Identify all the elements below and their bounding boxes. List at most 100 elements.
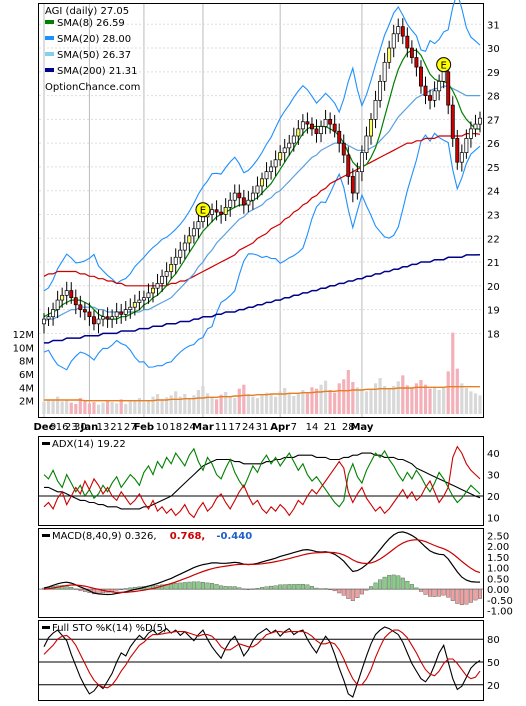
price-tick-label: 24 xyxy=(487,187,500,198)
macd-histogram-bar xyxy=(287,584,292,590)
macd-histogram-bar xyxy=(446,588,451,598)
volume-bar xyxy=(437,390,441,414)
volume-bar xyxy=(292,396,296,414)
price-tick-label: 22 xyxy=(487,234,500,245)
macd-histogram-bar xyxy=(191,581,196,590)
volume-bar xyxy=(187,398,191,414)
volume-bar xyxy=(301,390,305,414)
axis-labels-layer: 18 19 20 21 22 23 24 25 26 27 28 29 30 31 2M 4M 6M 8M 10M 1… xyxy=(13,20,513,692)
macd-histogram-bar xyxy=(418,588,423,592)
x-axis-label: 16 xyxy=(56,422,69,433)
watermark: OptionChance.com xyxy=(45,82,140,93)
adx-panel-frame xyxy=(38,436,484,526)
candle-body xyxy=(260,178,264,187)
volume-bar xyxy=(451,332,455,414)
macd-histogram-bar xyxy=(273,585,278,590)
volume-bar xyxy=(192,395,196,414)
macd-histogram-bar xyxy=(455,588,460,604)
indicator-tick-label-macd: 1.50 xyxy=(487,553,509,564)
candle-body xyxy=(164,271,169,277)
candle-body xyxy=(114,311,119,318)
candle-body xyxy=(296,128,301,137)
candle-body xyxy=(51,309,56,318)
volume-bar xyxy=(314,388,319,414)
candle-body xyxy=(468,128,473,139)
candle-body xyxy=(332,123,337,132)
candle-body xyxy=(314,128,319,134)
volume-bar xyxy=(401,375,405,414)
volume-bar xyxy=(119,399,123,414)
volume-bar xyxy=(74,404,78,414)
x-axis-label: Apr xyxy=(270,422,290,433)
candle-body xyxy=(223,206,228,215)
volume-bar xyxy=(210,396,214,414)
candle-body xyxy=(255,185,260,194)
candle-body xyxy=(96,318,101,325)
macd-histogram-bar xyxy=(296,583,301,590)
macd-histogram-bar xyxy=(250,588,255,590)
volume-bar xyxy=(183,394,187,414)
volume-tick-label: 8M xyxy=(19,357,34,368)
volume-bar xyxy=(137,398,141,414)
candle-body xyxy=(473,123,478,130)
x-axis-label: Feb xyxy=(134,422,154,433)
candle-body xyxy=(228,199,233,208)
volume-bar xyxy=(83,401,87,414)
candle-body xyxy=(455,138,460,163)
x-axis-label: 7 xyxy=(291,422,297,433)
volume-bar xyxy=(92,402,96,414)
candle-body xyxy=(373,99,378,120)
sma50-line xyxy=(43,133,481,287)
candle-body xyxy=(64,290,69,296)
macd-histogram-bar xyxy=(264,586,269,590)
legend-swatch-sma8 xyxy=(45,20,54,24)
macd-histogram-bar xyxy=(305,584,310,590)
x-axis-label: Dec xyxy=(33,422,54,433)
candle-body xyxy=(101,316,105,320)
x-axis-label: 30 xyxy=(74,422,87,433)
volume-bar xyxy=(383,386,387,414)
adx-title: ADX(14) 19.22 xyxy=(52,439,126,450)
macd-histogram-bar xyxy=(473,588,478,601)
candle-body xyxy=(123,309,128,315)
price-tick-label: 23 xyxy=(487,210,500,221)
candle-body xyxy=(459,152,464,163)
indicator-tick-label-adx: 40 xyxy=(487,449,500,460)
candle-body xyxy=(250,192,255,201)
volume-bar xyxy=(378,378,382,414)
volume-bar xyxy=(51,400,55,414)
candle-body xyxy=(437,80,442,92)
volume-bar xyxy=(351,382,355,414)
candle-body xyxy=(382,61,387,82)
macd-histogram-bar xyxy=(300,583,305,590)
price-tick-label: 29 xyxy=(487,68,500,79)
volume-bar xyxy=(233,398,237,414)
volume-bar xyxy=(310,387,314,414)
indicator-tick-label-sto: 80 xyxy=(487,635,500,646)
volume-bar xyxy=(337,383,341,414)
macd-title: MACD(8,40,9) 0.326, 0.768, -0.440 xyxy=(52,531,252,542)
price-legend: AGI (daily) 27.05 SMA(8) 26.59 SMA(20) 2… xyxy=(45,6,140,93)
volume-bar xyxy=(178,396,182,414)
volume-bar xyxy=(124,404,128,414)
candle-body xyxy=(423,85,428,96)
macd-histogram-bar xyxy=(437,588,442,597)
price-tick-label: 25 xyxy=(487,163,500,174)
macd-histogram-bar xyxy=(78,588,83,591)
volume-bar xyxy=(96,404,101,414)
volume-bar xyxy=(478,395,482,414)
candle-body xyxy=(73,297,78,306)
candle-body xyxy=(169,264,174,272)
macd-histogram-bar xyxy=(464,588,469,605)
candle-body xyxy=(400,26,405,37)
volume-tick-label: 4M xyxy=(19,383,34,394)
price-tick-label: 18 xyxy=(487,329,500,340)
price-tick-label: 31 xyxy=(487,20,500,31)
x-axis-label: May xyxy=(350,422,373,433)
indicator-tick-label-macd: 0.00 xyxy=(487,585,509,596)
macd-histogram-bar xyxy=(123,588,128,590)
macd-histogram-bar xyxy=(328,588,333,590)
indicator-tick-label-adx: 20 xyxy=(487,492,500,503)
candle-body xyxy=(132,302,137,308)
volume-bar xyxy=(87,403,92,414)
